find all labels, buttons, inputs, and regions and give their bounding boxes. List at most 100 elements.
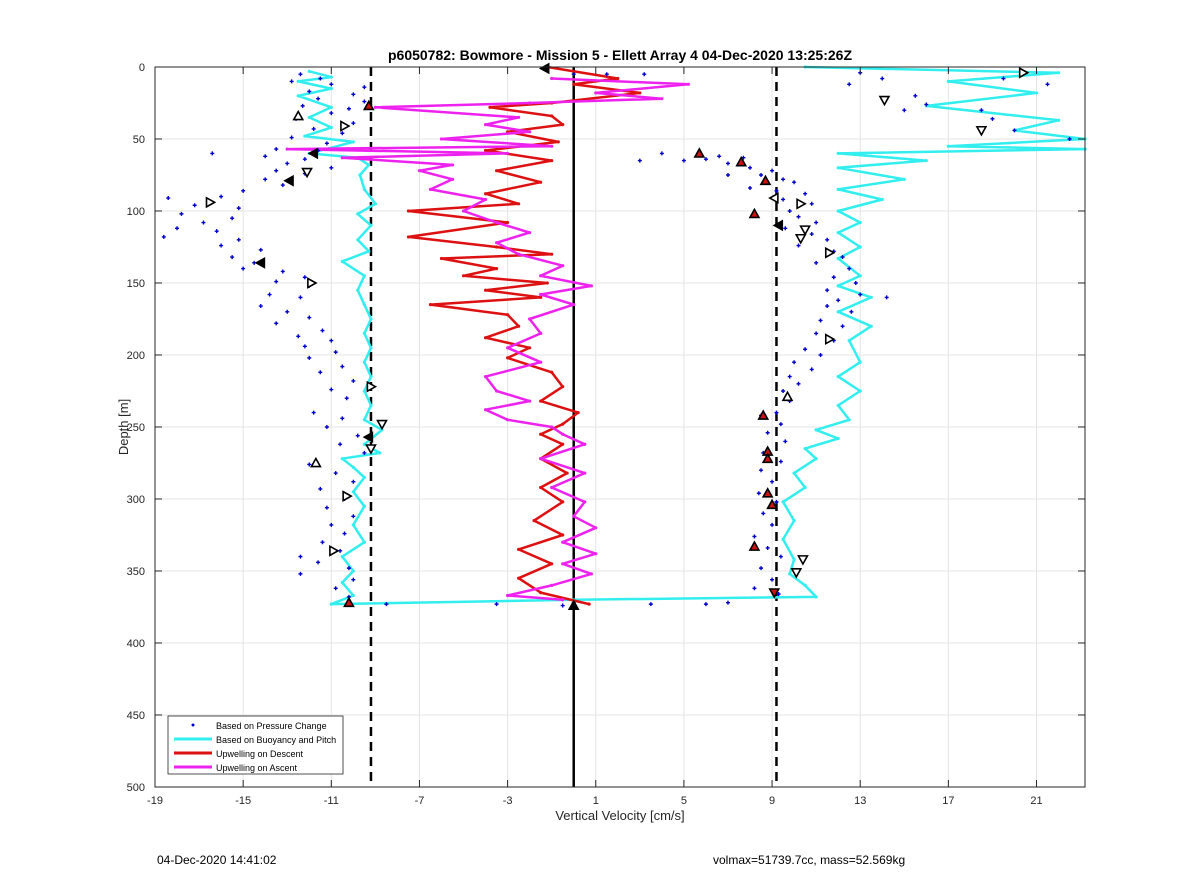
series-vertex — [836, 375, 840, 379]
y-tick-label: 300 — [127, 494, 145, 506]
pressure-change-point — [274, 168, 279, 173]
series-vertex — [340, 156, 344, 160]
pressure-change-point — [263, 177, 268, 182]
series-vertex — [539, 360, 543, 364]
series-vertex — [351, 523, 355, 527]
series-vertex — [803, 583, 807, 588]
series-vertex — [406, 209, 411, 213]
profile-marker — [824, 246, 836, 259]
series-vertex — [494, 241, 499, 245]
pressure-change-point — [289, 79, 294, 84]
pressure-change-point — [781, 197, 786, 202]
grid-lines — [154, 66, 1085, 788]
series-vertex — [686, 82, 690, 86]
pressure-change-point — [778, 554, 783, 559]
series-vertex — [814, 595, 818, 599]
series-vertex — [858, 389, 862, 393]
x-tick-label: -3 — [503, 795, 513, 807]
pressure-change-point — [324, 425, 329, 429]
pressure-change-point — [792, 180, 797, 185]
series-vertex — [358, 173, 362, 177]
pressure-change-point — [230, 216, 235, 221]
series-vertex — [539, 295, 543, 299]
series-vertex — [858, 274, 862, 278]
pressure-change-point — [298, 554, 303, 559]
series-vertex — [814, 428, 818, 432]
pressure-change-point — [783, 439, 788, 444]
series-vertex — [638, 91, 642, 95]
pressure-change-point — [346, 106, 351, 111]
series-vertex — [517, 547, 521, 552]
series-vertex — [550, 583, 554, 588]
series-vertex — [528, 346, 532, 350]
pressure-change-point — [351, 92, 356, 97]
pressure-change-point — [307, 89, 312, 94]
y-axis-label: Depth [m] — [116, 399, 131, 455]
series-vertex — [561, 442, 565, 446]
reference-lines — [369, 67, 778, 787]
series-vertex — [836, 284, 840, 288]
series-vertex — [450, 163, 455, 167]
pressure-change-point — [302, 275, 307, 280]
series-lines — [285, 65, 1087, 606]
series-vertex — [362, 540, 366, 544]
pressure-change-point — [725, 600, 730, 605]
series-vertex — [539, 331, 543, 335]
pressure-change-point — [333, 350, 338, 355]
pressure-change-point — [759, 468, 764, 473]
series-vertex — [539, 432, 543, 436]
pressure-change-point — [351, 378, 356, 383]
series-vertex — [550, 252, 554, 256]
series-vertex — [428, 187, 433, 191]
x-tick-label: -19 — [147, 795, 163, 807]
series-vertex — [285, 147, 289, 151]
pressure-change-point — [847, 266, 852, 271]
pressure-change-point — [274, 147, 279, 152]
series-vertex — [439, 137, 444, 141]
profile-marker — [794, 233, 807, 245]
series-vertex — [329, 125, 333, 130]
series-vertex — [660, 97, 664, 101]
series-vertex — [561, 264, 565, 268]
pressure-change-point — [836, 298, 841, 303]
profile-marker — [307, 147, 319, 160]
series-vertex — [307, 69, 311, 73]
profile-marker — [975, 125, 988, 137]
series-vertex — [836, 151, 840, 155]
series-vertex — [329, 602, 333, 606]
pressure-change-point — [756, 491, 761, 496]
series-vertex — [539, 274, 543, 278]
pressure-change-point — [320, 328, 325, 333]
profile-marker — [307, 277, 318, 289]
pressure-change-point — [340, 131, 345, 136]
series-vertex — [351, 140, 355, 144]
pressure-change-point — [796, 243, 801, 248]
x-tick-label: -7 — [415, 795, 425, 807]
legend: Based on Pressure Change Based on Buoyanc… — [167, 715, 344, 775]
profile-marker — [342, 490, 353, 502]
profile-marker — [757, 409, 770, 420]
series-vertex — [367, 163, 371, 167]
pressure-change-point — [778, 459, 783, 464]
series-vertex — [329, 87, 333, 91]
profile-marker — [797, 555, 809, 566]
pressure-change-point — [604, 72, 609, 77]
series-vertex — [550, 425, 554, 429]
pressure-change-point — [814, 331, 819, 336]
profile-marker — [781, 390, 794, 402]
series-vertex — [506, 418, 510, 422]
pressure-change-point — [637, 158, 642, 163]
pressure-change-point — [703, 602, 708, 607]
pressure-change-point — [748, 185, 753, 190]
series-vertex — [561, 533, 565, 537]
pressure-change-point — [307, 462, 312, 467]
series-vertex — [296, 94, 300, 98]
pressure-change-point — [818, 318, 823, 323]
pressure-change-point — [849, 309, 854, 314]
pressure-change-point — [765, 430, 770, 435]
legend-entry-label: Based on Pressure Change — [216, 721, 327, 731]
series-vertex — [369, 403, 373, 407]
series-vertex — [556, 140, 560, 144]
ascent-upwelling-line — [285, 77, 690, 602]
pressure-change-point — [318, 76, 323, 81]
